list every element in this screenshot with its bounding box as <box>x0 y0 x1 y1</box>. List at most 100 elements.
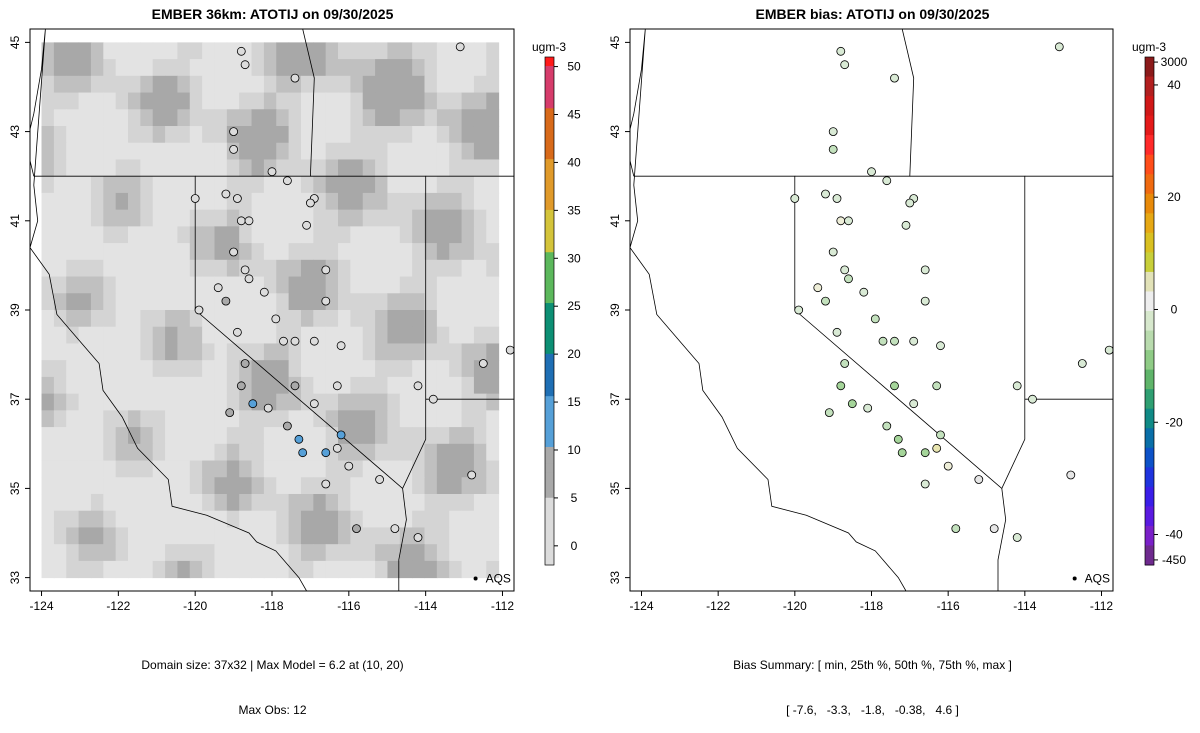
obs-site-marker[interactable] <box>375 475 385 484</box>
obs-site-marker[interactable] <box>1028 394 1037 404</box>
obs-site-marker[interactable] <box>878 336 888 346</box>
obs-site-marker[interactable] <box>909 399 919 409</box>
obs-site-marker[interactable] <box>455 42 465 52</box>
obs-site-marker[interactable] <box>794 305 804 315</box>
obs-site-marker[interactable] <box>428 394 438 404</box>
obs-site-marker[interactable] <box>236 381 246 391</box>
obs-site-marker[interactable] <box>1012 381 1022 391</box>
obs-site-marker[interactable] <box>909 336 919 346</box>
obs-site-marker[interactable] <box>279 336 288 346</box>
obs-site-marker[interactable] <box>244 216 254 226</box>
obs-site-marker[interactable] <box>867 167 876 177</box>
obs-site-marker[interactable] <box>1066 470 1076 480</box>
obs-site-marker[interactable] <box>1077 359 1087 368</box>
obs-site-marker[interactable] <box>413 533 423 542</box>
obs-site-marker[interactable] <box>905 198 915 208</box>
obs-site-marker[interactable] <box>244 274 254 284</box>
obs-site-marker[interactable] <box>836 381 846 391</box>
obs-site-marker[interactable] <box>882 421 892 431</box>
obs-site-marker[interactable] <box>282 176 292 186</box>
obs-site-marker[interactable] <box>225 408 235 418</box>
obs-site-marker[interactable] <box>236 46 246 56</box>
obs-site-marker[interactable] <box>190 194 200 203</box>
obs-site-marker[interactable] <box>271 314 281 324</box>
obs-site-marker[interactable] <box>790 194 800 203</box>
obs-site-marker[interactable] <box>236 216 246 226</box>
obs-site-marker[interactable] <box>989 524 999 533</box>
obs-site-marker[interactable] <box>840 359 850 368</box>
obs-site-marker[interactable] <box>194 305 204 315</box>
obs-site-marker[interactable] <box>836 216 846 226</box>
obs-site-marker[interactable] <box>290 336 300 346</box>
obs-site-marker[interactable] <box>467 470 477 480</box>
obs-site-marker[interactable] <box>229 247 239 257</box>
obs-site-marker[interactable] <box>221 296 231 306</box>
obs-site-marker[interactable] <box>229 144 239 154</box>
obs-site-marker[interactable] <box>870 314 880 324</box>
obs-site-marker[interactable] <box>882 176 892 186</box>
obs-site-marker[interactable] <box>336 430 346 440</box>
obs-site-marker[interactable] <box>505 345 514 355</box>
obs-site-marker[interactable] <box>932 443 942 453</box>
obs-site-marker[interactable] <box>240 265 250 275</box>
obs-site-marker[interactable] <box>290 73 300 83</box>
obs-site-marker[interactable] <box>901 220 911 230</box>
obs-site-marker[interactable] <box>413 381 423 391</box>
obs-site-marker[interactable] <box>821 189 830 199</box>
obs-site-marker[interactable] <box>920 265 930 275</box>
obs-site-marker[interactable] <box>390 524 400 533</box>
obs-site-marker[interactable] <box>332 381 342 391</box>
obs-site-marker[interactable] <box>893 434 903 444</box>
obs-site-marker[interactable] <box>352 524 361 533</box>
obs-site-marker[interactable] <box>332 443 342 453</box>
obs-site-marker[interactable] <box>321 265 331 275</box>
obs-site-marker[interactable] <box>932 381 942 391</box>
obs-site-marker[interactable] <box>232 194 242 203</box>
obs-site-marker[interactable] <box>213 283 223 293</box>
obs-site-marker[interactable] <box>890 381 899 391</box>
obs-site-marker[interactable] <box>840 265 850 275</box>
obs-site-marker[interactable] <box>282 421 292 431</box>
obs-site-marker[interactable] <box>920 479 930 489</box>
obs-site-marker[interactable] <box>321 296 331 306</box>
obs-site-marker[interactable] <box>321 448 331 458</box>
obs-site-marker[interactable] <box>832 194 842 203</box>
obs-site-marker[interactable] <box>232 327 242 337</box>
obs-site-marker[interactable] <box>309 399 319 409</box>
obs-site-marker[interactable] <box>305 198 315 208</box>
obs-site-marker[interactable] <box>828 127 838 137</box>
obs-site-marker[interactable] <box>943 461 953 471</box>
obs-site-marker[interactable] <box>302 220 312 230</box>
obs-site-marker[interactable] <box>828 247 838 257</box>
obs-site-marker[interactable] <box>936 430 945 440</box>
obs-site-marker[interactable] <box>828 144 838 154</box>
obs-site-marker[interactable] <box>321 479 331 489</box>
obs-site-marker[interactable] <box>832 327 842 337</box>
obs-site-marker[interactable] <box>298 448 308 458</box>
obs-site-marker[interactable] <box>890 336 899 346</box>
obs-site-marker[interactable] <box>951 524 961 533</box>
obs-site-marker[interactable] <box>847 399 857 409</box>
obs-site-marker[interactable] <box>259 287 269 297</box>
obs-site-marker[interactable] <box>1104 345 1113 355</box>
obs-site-marker[interactable] <box>290 381 300 391</box>
obs-site-marker[interactable] <box>221 189 231 199</box>
obs-site-marker[interactable] <box>309 336 319 346</box>
obs-site-marker[interactable] <box>859 287 869 297</box>
obs-site-marker[interactable] <box>478 359 488 368</box>
obs-site-marker[interactable] <box>336 341 346 351</box>
obs-site-marker[interactable] <box>1012 533 1022 542</box>
obs-site-marker[interactable] <box>240 359 250 368</box>
obs-site-marker[interactable] <box>824 408 834 418</box>
obs-site-marker[interactable] <box>840 60 850 70</box>
obs-site-marker[interactable] <box>836 46 846 56</box>
obs-site-marker[interactable] <box>267 167 277 177</box>
obs-site-marker[interactable] <box>844 274 853 284</box>
obs-site-marker[interactable] <box>263 403 273 413</box>
obs-site-marker[interactable] <box>890 73 899 83</box>
obs-site-marker[interactable] <box>344 461 354 471</box>
obs-site-marker[interactable] <box>294 434 304 444</box>
obs-site-marker[interactable] <box>821 296 830 306</box>
obs-site-marker[interactable] <box>1054 42 1064 52</box>
obs-site-marker[interactable] <box>920 296 930 306</box>
